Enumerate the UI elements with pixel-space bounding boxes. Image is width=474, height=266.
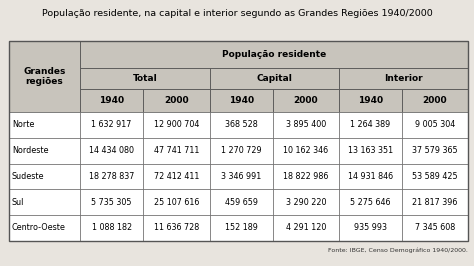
- Text: 11 636 728: 11 636 728: [154, 223, 200, 232]
- Bar: [210, 112, 273, 138]
- Text: 37 579 365: 37 579 365: [412, 146, 458, 155]
- Bar: [9, 189, 80, 215]
- Bar: [402, 215, 468, 241]
- Text: 152 189: 152 189: [225, 223, 258, 232]
- Bar: [144, 215, 210, 241]
- Bar: [210, 189, 273, 215]
- Bar: [210, 89, 273, 112]
- Bar: [80, 89, 144, 112]
- Bar: [210, 215, 273, 241]
- Bar: [273, 215, 339, 241]
- Bar: [339, 189, 402, 215]
- Text: 12 900 704: 12 900 704: [154, 120, 200, 130]
- Text: 1940: 1940: [358, 96, 383, 105]
- Text: 72 412 411: 72 412 411: [154, 172, 200, 181]
- Text: 4 291 120: 4 291 120: [286, 223, 326, 232]
- Bar: [273, 112, 339, 138]
- Bar: [210, 164, 273, 189]
- Bar: [80, 112, 144, 138]
- Bar: [80, 189, 144, 215]
- Text: 18 278 837: 18 278 837: [89, 172, 134, 181]
- Bar: [402, 112, 468, 138]
- Text: 14 931 846: 14 931 846: [348, 172, 393, 181]
- Text: 1 270 729: 1 270 729: [221, 146, 262, 155]
- Text: 3 346 991: 3 346 991: [221, 172, 262, 181]
- Text: 368 528: 368 528: [225, 120, 258, 130]
- Bar: [210, 68, 339, 89]
- Bar: [339, 89, 402, 112]
- Text: Interior: Interior: [384, 74, 423, 83]
- Bar: [144, 112, 210, 138]
- Text: Norte: Norte: [12, 120, 34, 130]
- Text: 1 088 182: 1 088 182: [91, 223, 132, 232]
- Text: 25 107 616: 25 107 616: [154, 198, 200, 207]
- Bar: [339, 68, 468, 89]
- Bar: [273, 189, 339, 215]
- Text: Sul: Sul: [12, 198, 24, 207]
- Text: 2000: 2000: [293, 96, 318, 105]
- Text: 9 005 304: 9 005 304: [415, 120, 455, 130]
- Text: 10 162 346: 10 162 346: [283, 146, 328, 155]
- Bar: [144, 89, 210, 112]
- Text: População residente, na capital e interior segundo as Grandes Regiões 1940/2000: População residente, na capital e interi…: [42, 9, 432, 18]
- Bar: [339, 112, 402, 138]
- Text: 2000: 2000: [423, 96, 447, 105]
- Bar: [339, 138, 402, 164]
- Bar: [9, 41, 468, 241]
- Text: 1 632 917: 1 632 917: [91, 120, 132, 130]
- Text: Grandes
regiões: Grandes regiões: [23, 67, 65, 86]
- Bar: [80, 215, 144, 241]
- Text: 18 822 986: 18 822 986: [283, 172, 328, 181]
- Bar: [9, 41, 80, 112]
- Bar: [210, 138, 273, 164]
- Bar: [144, 164, 210, 189]
- Bar: [9, 138, 80, 164]
- Bar: [339, 215, 402, 241]
- Bar: [144, 138, 210, 164]
- Bar: [80, 68, 210, 89]
- Text: 21 817 396: 21 817 396: [412, 198, 458, 207]
- Text: Nordeste: Nordeste: [12, 146, 48, 155]
- Text: Fonte: IBGE, Censo Demográfico 1940/2000.: Fonte: IBGE, Censo Demográfico 1940/2000…: [328, 247, 468, 253]
- Text: 1940: 1940: [99, 96, 124, 105]
- Bar: [80, 41, 468, 68]
- Text: 459 659: 459 659: [225, 198, 258, 207]
- Text: 47 741 711: 47 741 711: [154, 146, 200, 155]
- Text: Centro-Oeste: Centro-Oeste: [12, 223, 66, 232]
- Text: População residente: População residente: [222, 50, 326, 59]
- Text: 1 264 389: 1 264 389: [350, 120, 391, 130]
- Text: 5 275 646: 5 275 646: [350, 198, 391, 207]
- Bar: [402, 164, 468, 189]
- Bar: [273, 89, 339, 112]
- Text: Sudeste: Sudeste: [12, 172, 45, 181]
- Text: 1940: 1940: [229, 96, 254, 105]
- Text: 13 163 351: 13 163 351: [348, 146, 393, 155]
- Bar: [80, 164, 144, 189]
- Text: 3 895 400: 3 895 400: [286, 120, 326, 130]
- Text: 53 589 425: 53 589 425: [412, 172, 458, 181]
- Bar: [273, 164, 339, 189]
- Text: 14 434 080: 14 434 080: [89, 146, 134, 155]
- Bar: [402, 89, 468, 112]
- Text: 3 290 220: 3 290 220: [286, 198, 326, 207]
- Text: 5 735 305: 5 735 305: [91, 198, 132, 207]
- Text: Total: Total: [133, 74, 157, 83]
- Bar: [339, 164, 402, 189]
- Bar: [144, 189, 210, 215]
- Bar: [402, 189, 468, 215]
- Text: 2000: 2000: [164, 96, 189, 105]
- Bar: [9, 164, 80, 189]
- Bar: [9, 112, 80, 138]
- Text: 7 345 608: 7 345 608: [415, 223, 455, 232]
- Bar: [9, 215, 80, 241]
- Text: Capital: Capital: [256, 74, 292, 83]
- Text: 935 993: 935 993: [354, 223, 387, 232]
- Bar: [273, 138, 339, 164]
- Bar: [402, 138, 468, 164]
- Bar: [80, 138, 144, 164]
